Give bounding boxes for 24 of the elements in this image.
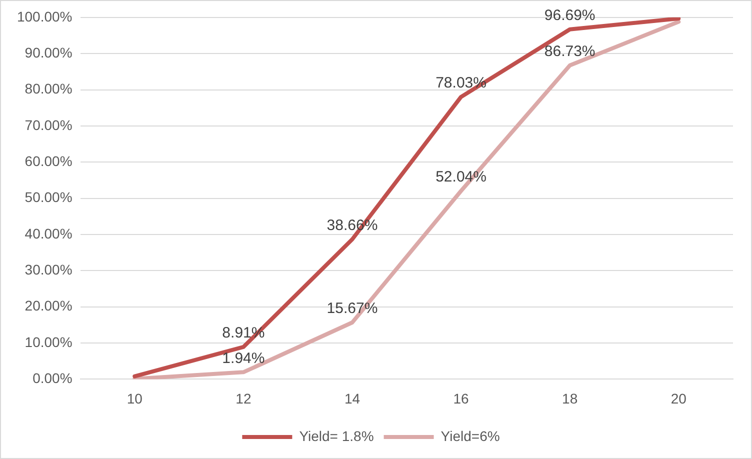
y-tick-label: 100.00% (16, 8, 72, 24)
data-label: 86.73% (544, 43, 596, 60)
y-tick-label: 10.00% (24, 334, 72, 350)
legend-label: Yield=6% (440, 428, 500, 444)
x-tick-label: 18 (562, 390, 578, 406)
y-tick-label: 50.00% (24, 189, 72, 206)
y-tick-label: 60.00% (24, 152, 72, 169)
x-tick-label: 16 (453, 390, 470, 406)
x-tick-label: 12 (236, 390, 252, 406)
y-tick-label: 0.00% (32, 370, 72, 386)
x-tick-label: 20 (670, 390, 687, 406)
y-tick-label: 80.00% (24, 80, 72, 97)
data-label: 52.04% (436, 168, 486, 186)
y-tick-label: 20.00% (24, 298, 72, 314)
y-tick-label: 70.00% (24, 116, 72, 133)
data-label: 15.67% (326, 300, 378, 318)
y-tick-label: 90.00% (24, 44, 72, 60)
x-tick-label: 10 (126, 390, 143, 406)
y-tick-label: 30.00% (24, 262, 72, 278)
y-tick-label: 40.00% (24, 225, 72, 242)
data-label: 1.94% (222, 350, 265, 367)
x-tick-label: 14 (344, 390, 360, 406)
data-label: 96.69% (544, 7, 596, 24)
legend-label: Yield= 1.8% (299, 428, 374, 444)
